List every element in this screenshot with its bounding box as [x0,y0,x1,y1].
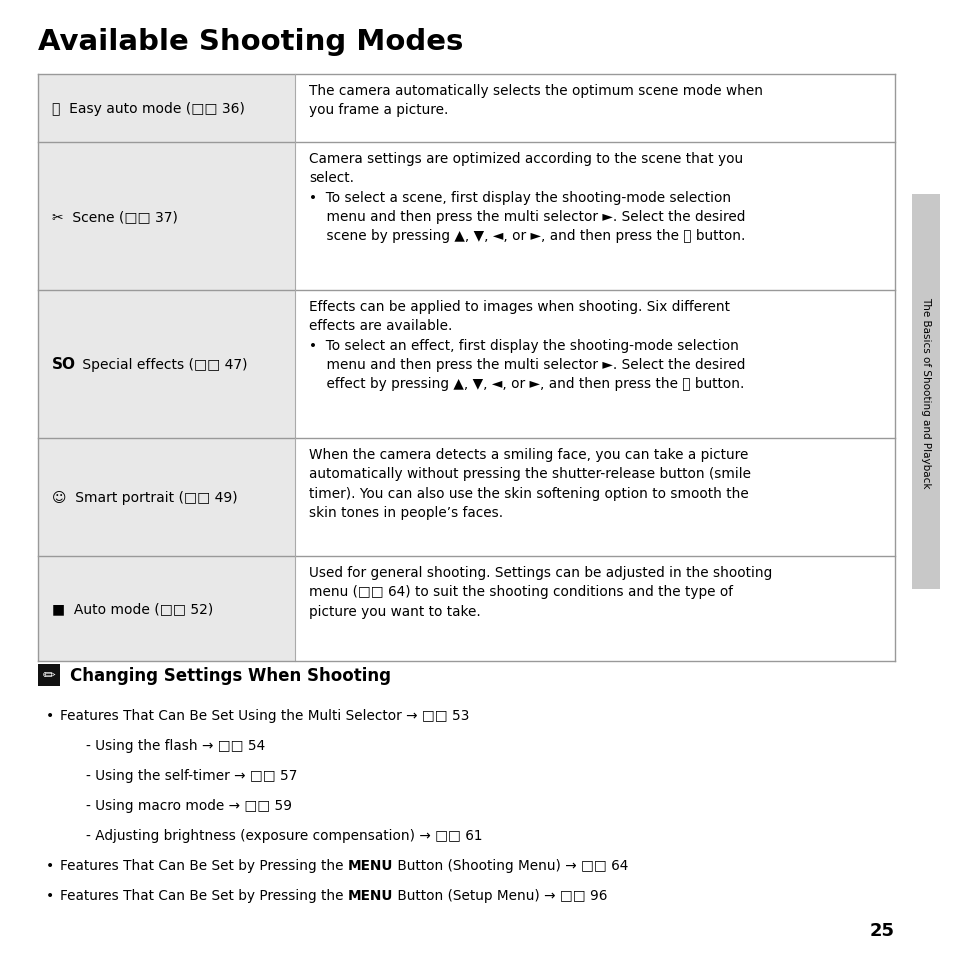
Text: ✂  Scene (□□ 37): ✂ Scene (□□ 37) [52,210,177,224]
Bar [294,438,894,557]
Text: Effects can be applied to images when shooting. Six different
effects are availa: Effects can be applied to images when sh… [309,299,744,391]
Bar [38,75,294,143]
Text: Changing Settings When Shooting: Changing Settings When Shooting [70,666,391,684]
Text: SO: SO [52,357,76,372]
Bar [294,291,894,438]
Bar [38,438,294,557]
Text: - Using the flash → □□ 54: - Using the flash → □□ 54 [86,739,265,752]
Text: Camera settings are optimized according to the scene that you
select.
•  To sele: Camera settings are optimized according … [309,152,744,243]
Text: Special effects (□□ 47): Special effects (□□ 47) [78,357,247,372]
Text: Used for general shooting. Settings can be adjusted in the shooting
menu (□□ 64): Used for general shooting. Settings can … [309,565,771,618]
Text: •: • [46,708,54,722]
Bar [38,291,294,438]
Text: Features That Can Be Set by Pressing the: Features That Can Be Set by Pressing the [60,858,348,872]
Text: Button (Shooting Menu) → □□ 64: Button (Shooting Menu) → □□ 64 [393,858,628,872]
Text: MENU: MENU [348,888,393,902]
Text: 25: 25 [869,921,894,939]
Bar [294,557,894,661]
Text: ☺  Smart portrait (□□ 49): ☺ Smart portrait (□□ 49) [52,491,237,504]
Bar [294,143,894,291]
Text: Button (Setup Menu) → □□ 96: Button (Setup Menu) → □□ 96 [393,888,607,902]
Text: MENU: MENU [348,858,393,872]
Text: ✏: ✏ [43,668,55,682]
Bar [38,664,60,686]
Text: When the camera detects a smiling face, you can take a picture
automatically wit: When the camera detects a smiling face, … [309,448,750,519]
Text: Features That Can Be Set by Pressing the: Features That Can Be Set by Pressing the [60,888,348,902]
Text: The camera automatically selects the optimum scene mode when
you frame a picture: The camera automatically selects the opt… [309,84,762,117]
Text: The Basics of Shooting and Playback: The Basics of Shooting and Playback [920,296,930,488]
Text: Features That Can Be Set Using the Multi Selector → □□ 53: Features That Can Be Set Using the Multi… [60,708,469,722]
Text: - Using macro mode → □□ 59: - Using macro mode → □□ 59 [86,799,292,812]
Bar [38,557,294,661]
Text: - Using the self-timer → □□ 57: - Using the self-timer → □□ 57 [86,768,297,782]
Text: - Adjusting brightness (exposure compensation) → □□ 61: - Adjusting brightness (exposure compens… [86,828,482,842]
Bar [294,75,894,143]
Text: •: • [46,858,54,872]
Text: •: • [46,888,54,902]
Text: Available Shooting Modes: Available Shooting Modes [38,28,463,56]
Bar [38,143,294,291]
Text: ■  Auto mode (□□ 52): ■ Auto mode (□□ 52) [52,602,213,616]
Text: ⎗  Easy auto mode (□□ 36): ⎗ Easy auto mode (□□ 36) [52,102,245,116]
Bar [911,194,939,589]
